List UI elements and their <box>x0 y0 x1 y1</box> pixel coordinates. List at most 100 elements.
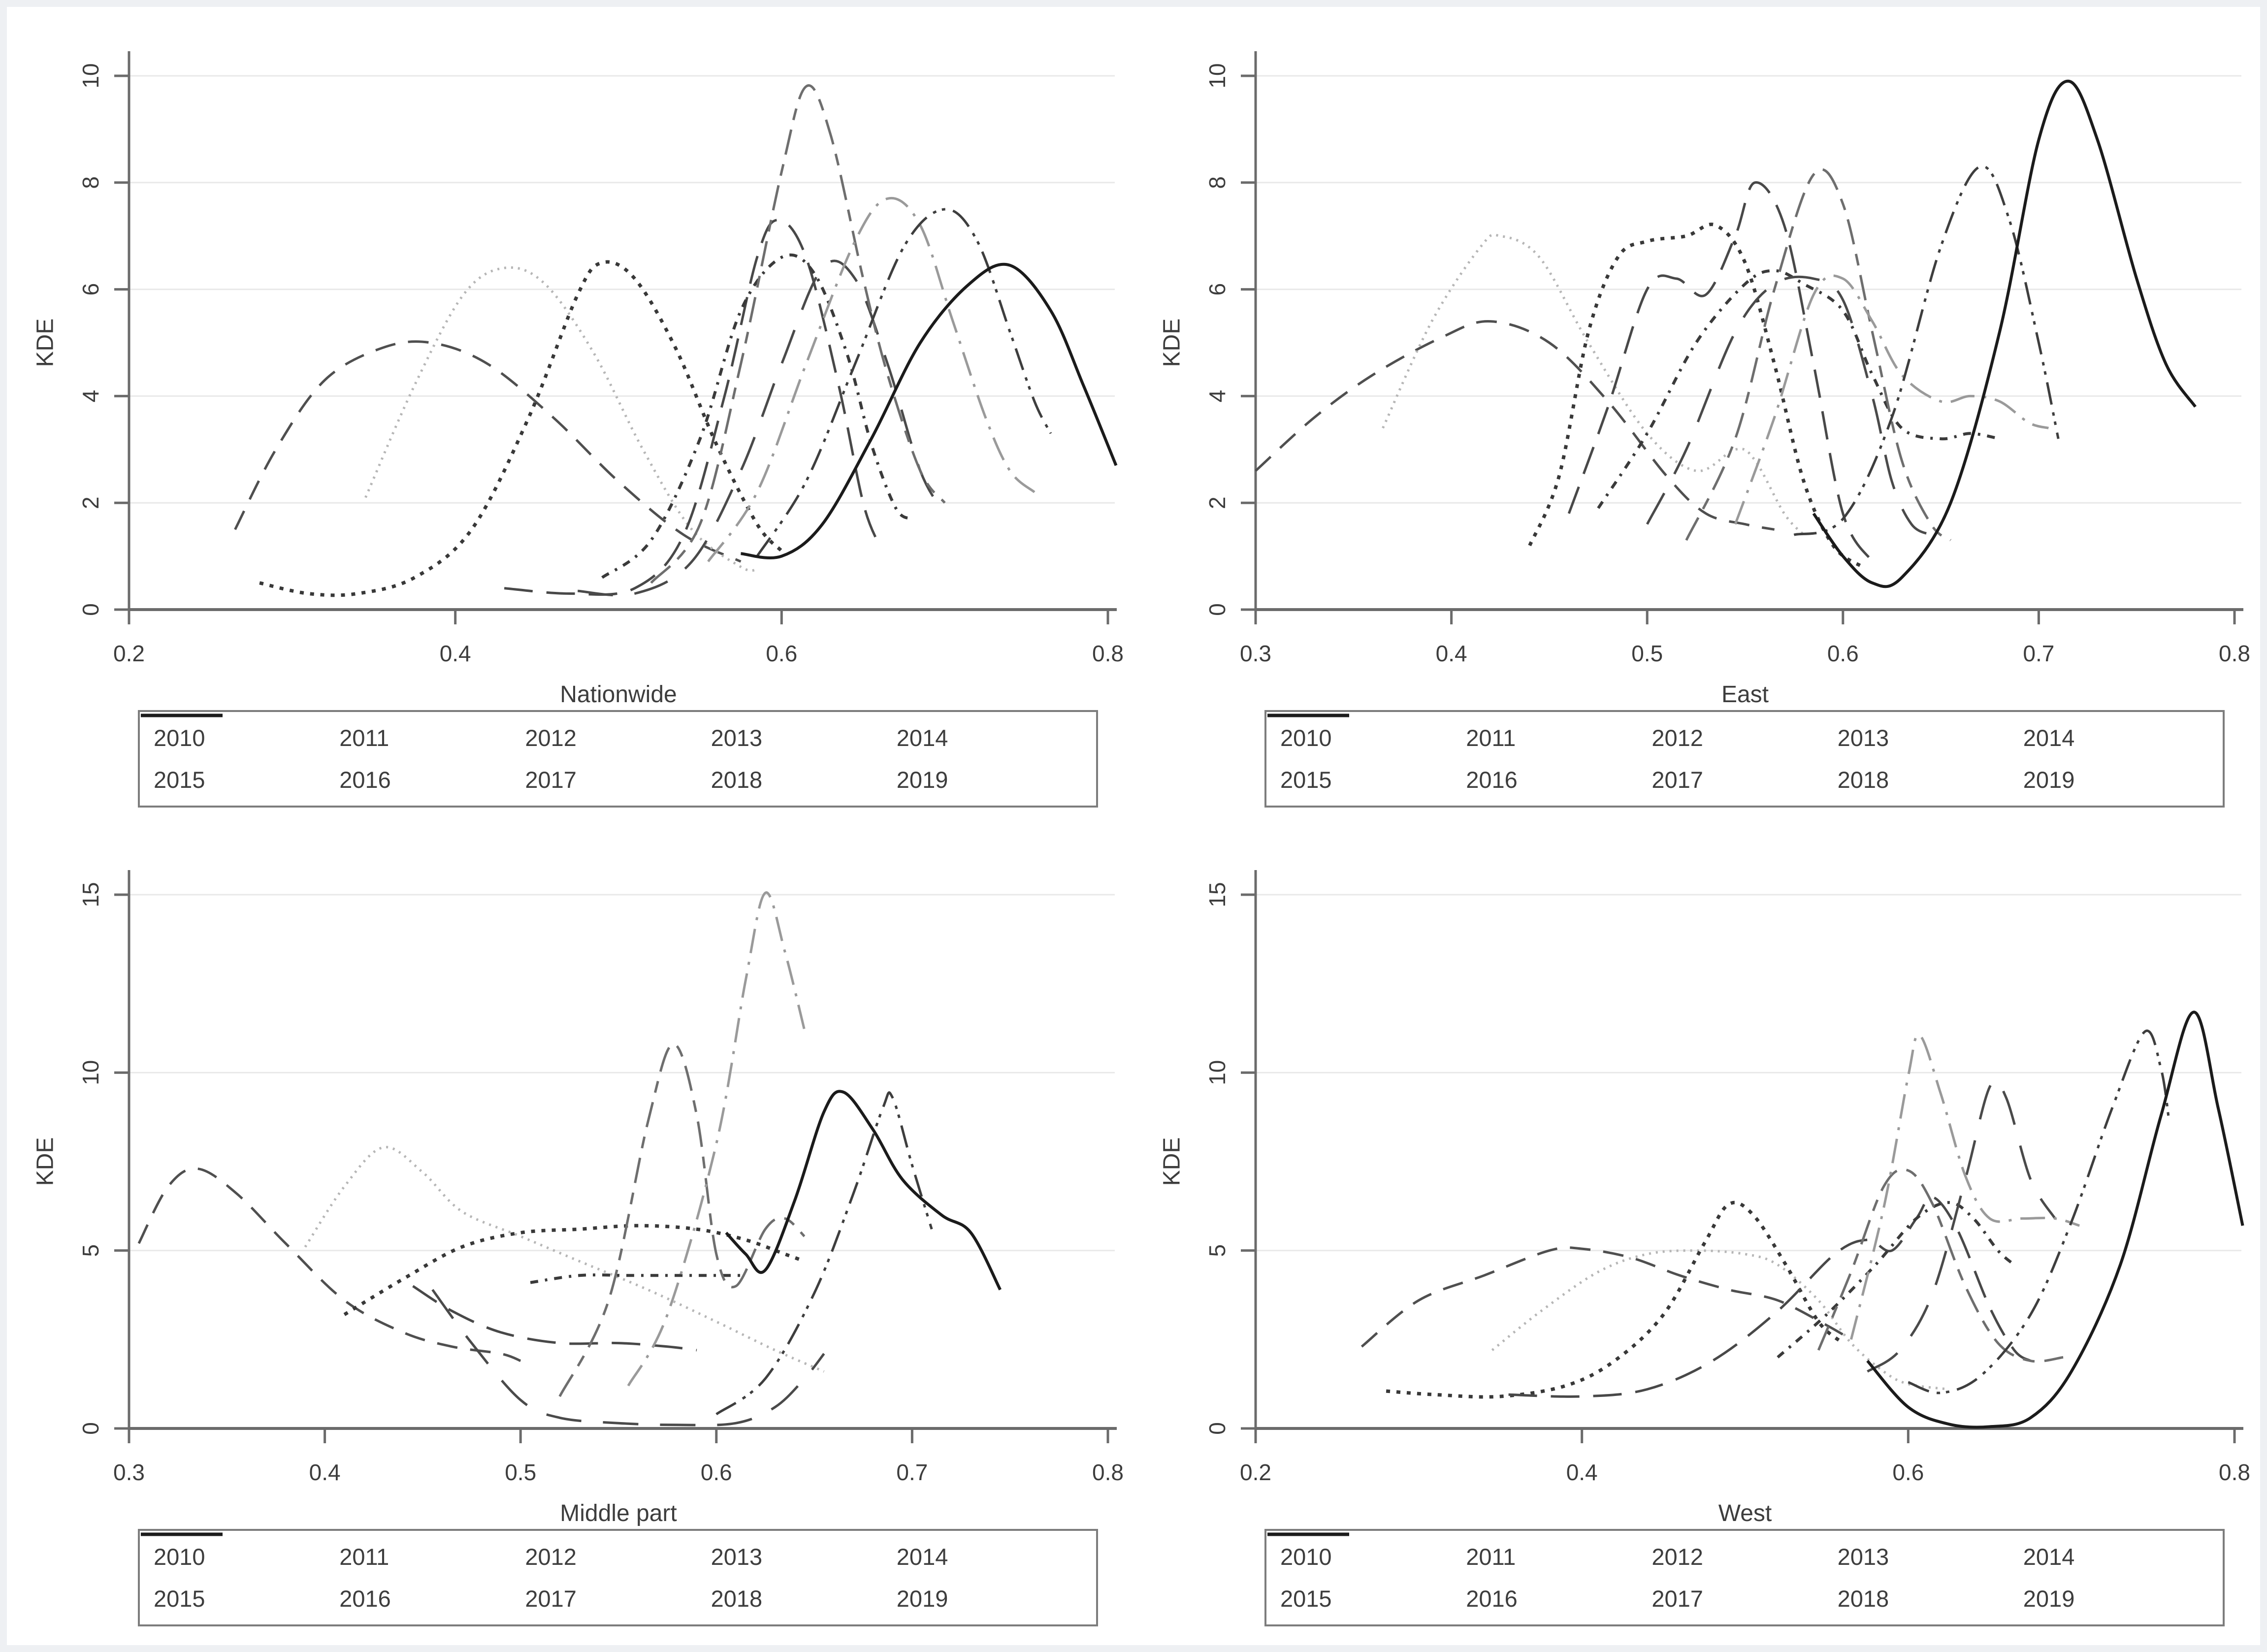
kde-curve-2013 <box>1508 1196 2032 1398</box>
legend-entry-2017: 2017 <box>1267 714 1837 801</box>
legend-entry-2016: 2016 <box>1267 1533 1652 1620</box>
legend-entry-2010: 2010 <box>1267 714 1466 759</box>
legend-entry-2016: 2016 <box>1267 714 1652 801</box>
kde-curve-2012 <box>1528 223 1864 569</box>
kde-curve-2014 <box>1777 1201 2015 1359</box>
y-tick-label: 0 <box>78 603 103 616</box>
legend-label: 2014 <box>2023 1544 2075 1570</box>
kde-curve-2017 <box>627 891 806 1387</box>
kde-curve-2015 <box>1646 275 1932 536</box>
legend-entry-2014: 2014 <box>1267 1532 2209 1578</box>
y-tick-label: 5 <box>78 1244 103 1257</box>
y-tick-label: 4 <box>1204 390 1230 403</box>
legend-label: 2010 <box>154 725 205 751</box>
x-tick-label: 0.8 <box>2219 641 2250 666</box>
y-axis-title: KDE <box>1159 319 1185 367</box>
legend-grid: 2010 2011 2012 2013 2014 2015 2016 2017 2018 2019 <box>1266 1531 2223 1624</box>
kde-curve-2016 <box>650 84 946 584</box>
legend-label: 2018 <box>711 1586 763 1612</box>
x-tick-label: 0.6 <box>701 1459 732 1485</box>
y-tick-label: 2 <box>1204 496 1230 509</box>
legend-entry-2013: 2013 <box>1267 1533 2023 1578</box>
x-axis-title: West <box>1718 1500 1772 1526</box>
y-tick-label: 0 <box>1204 1422 1230 1435</box>
x-tick-label: 0.6 <box>1892 1459 1924 1485</box>
kde-curve-2018 <box>756 208 1052 557</box>
legend-entry-2012: 2012 <box>1267 713 1837 759</box>
legend-label: 2017 <box>525 767 577 793</box>
kde-curve-2018 <box>1908 1029 2170 1394</box>
legend-label: 2011 <box>339 725 389 751</box>
panel-nationwide: 0 2 4 6 8 10 0.2 0.4 0.6 0.8 Nationwide KDE 2010 2011… <box>7 7 1134 826</box>
legend-label: 2014 <box>896 1544 948 1570</box>
kde-curve-2011 <box>1382 233 1805 536</box>
y-tick-label: 0 <box>78 1422 103 1435</box>
x-tick-label: 0.6 <box>1827 641 1859 666</box>
legend-label: 2018 <box>1837 767 1889 793</box>
panel-grid: 0 2 4 6 8 10 0.2 0.4 0.6 0.8 Nationwide KDE 2010 2011… <box>7 7 2260 1645</box>
legend-entry-2019: 2019 <box>1267 713 2209 801</box>
legend-label: 2017 <box>1652 767 1703 793</box>
kde-curve-2019 <box>1866 1010 2244 1429</box>
legend-entry-2014: 2014 <box>1267 713 2209 759</box>
x-tick-label: 0.6 <box>766 641 797 666</box>
legend-label: 2015 <box>154 1586 205 1612</box>
legend-entry-2017: 2017 <box>141 1533 711 1620</box>
legend-label: 2017 <box>525 1586 577 1612</box>
x-tick-label: 0.2 <box>113 641 145 666</box>
kde-curve-2016 <box>558 1043 806 1397</box>
legend-label: 2011 <box>1466 725 1516 751</box>
y-tick-label: 2 <box>78 496 103 509</box>
legend-entry-2012: 2012 <box>1267 1532 1837 1578</box>
kde-curve-2010 <box>1360 1246 1852 1348</box>
legend-label: 2010 <box>1280 725 1332 751</box>
x-tick-label: 0.7 <box>2023 641 2054 666</box>
legend-entry-2017: 2017 <box>1267 1533 1837 1620</box>
y-tick-label: 4 <box>78 390 103 403</box>
x-tick-label: 0.3 <box>113 1459 145 1485</box>
legend-entry-2018: 2018 <box>1267 1533 2023 1620</box>
legend-grid: 2010 2011 2012 2013 2014 2015 2016 2017 2018 2019 <box>140 712 1096 806</box>
kde-curve-2019 <box>725 1090 1002 1291</box>
y-tick-label: 15 <box>78 882 103 907</box>
legend-entry-2010: 2010 <box>141 1533 339 1578</box>
legend-entry-2013: 2013 <box>141 714 897 759</box>
legend-label: 2017 <box>1652 1586 1703 1612</box>
y-tick-label: 10 <box>78 63 103 88</box>
panel-middle-part: 0 5 10 15 0.3 0.4 0.5 0.6 0.7 0.8 Middle part KDE 20… <box>7 826 1134 1645</box>
x-tick-label: 0.4 <box>440 641 471 666</box>
kde-curve-2014 <box>601 253 913 579</box>
legend-label: 2018 <box>1837 1586 1889 1612</box>
legend-entry-2011: 2011 <box>141 1533 525 1578</box>
y-axis-title: KDE <box>32 319 59 367</box>
legend-label: 2012 <box>1652 1544 1703 1570</box>
kde-curve-2013 <box>504 219 881 596</box>
legend-entry-2010: 2010 <box>1267 1533 1466 1578</box>
legend-entry-2012: 2012 <box>141 1532 711 1578</box>
kde-figure: 0 2 4 6 8 10 0.2 0.4 0.6 0.8 Nationwide KDE 2010 2011… <box>7 7 2260 1645</box>
plot-middle-part: 0 5 10 15 0.3 0.4 0.5 0.6 0.7 0.8 Middle part KDE <box>32 870 1124 1526</box>
legend-label: 2015 <box>1280 767 1332 793</box>
legend-entry-2014: 2014 <box>141 713 1082 759</box>
legend-label: 2013 <box>1837 1544 1889 1570</box>
kde-curve-2010 <box>1255 320 1775 531</box>
x-tick-label: 0.4 <box>1436 641 1467 666</box>
legend: 2010 2011 2012 2013 2014 2015 2016 2017 2018 2019 <box>1264 1529 2225 1626</box>
x-tick-label: 0.8 <box>1092 641 1124 666</box>
legend-entry-2018: 2018 <box>141 714 897 801</box>
legend-label: 2019 <box>2023 767 2075 793</box>
y-tick-label: 6 <box>78 283 103 296</box>
legend-label: 2019 <box>896 767 948 793</box>
kde-curve-2011 <box>304 1146 825 1373</box>
legend-entry-2012: 2012 <box>141 713 711 759</box>
legend-entry-2017: 2017 <box>141 714 711 801</box>
legend-label: 2010 <box>154 1544 205 1570</box>
legend-entry-2010: 2010 <box>141 714 339 759</box>
legend-label: 2016 <box>1466 767 1518 793</box>
y-tick-label: 15 <box>1204 882 1230 907</box>
legend-label: 2016 <box>1466 1586 1518 1612</box>
kde-curve-2011 <box>1491 1249 1949 1391</box>
legend-entry-2019: 2019 <box>141 713 1082 801</box>
legend-entry-2011: 2011 <box>1267 1533 1652 1578</box>
x-tick-label: 0.5 <box>1631 641 1663 666</box>
